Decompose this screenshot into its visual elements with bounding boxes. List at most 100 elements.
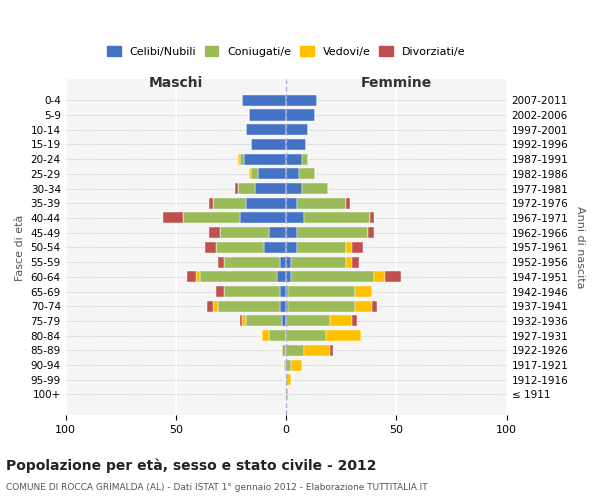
Bar <box>286 124 308 135</box>
Bar <box>355 300 372 312</box>
Bar <box>247 124 286 135</box>
Bar <box>286 345 304 356</box>
Bar <box>326 330 361 341</box>
Bar <box>257 168 286 179</box>
Bar <box>264 242 286 253</box>
Bar <box>286 300 289 312</box>
Bar <box>372 300 377 312</box>
Bar <box>182 212 240 224</box>
Bar <box>304 345 331 356</box>
Bar <box>247 198 286 209</box>
Bar <box>240 212 286 224</box>
Bar <box>302 183 328 194</box>
Bar <box>286 316 331 326</box>
Bar <box>286 389 289 400</box>
Bar <box>289 300 355 312</box>
Text: Femmine: Femmine <box>361 76 432 90</box>
Bar <box>238 183 256 194</box>
Bar <box>284 360 286 370</box>
Bar <box>286 242 297 253</box>
Bar <box>251 139 286 150</box>
Bar <box>220 227 269 238</box>
Bar <box>207 300 214 312</box>
Bar <box>289 286 355 297</box>
Text: Maschi: Maschi <box>149 76 203 90</box>
Bar <box>368 227 374 238</box>
Bar <box>346 256 352 268</box>
Bar <box>286 139 306 150</box>
Bar <box>244 154 286 164</box>
Bar <box>385 272 401 282</box>
Bar <box>196 272 200 282</box>
Bar <box>256 183 286 194</box>
Y-axis label: Fasce di età: Fasce di età <box>15 214 25 280</box>
Bar <box>251 168 257 179</box>
Bar <box>297 227 368 238</box>
Bar <box>304 212 370 224</box>
Bar <box>262 330 269 341</box>
Bar <box>214 198 247 209</box>
Bar <box>286 168 299 179</box>
Bar <box>286 212 304 224</box>
Bar <box>286 272 290 282</box>
Bar <box>346 242 352 253</box>
Bar <box>286 330 326 341</box>
Bar <box>224 286 280 297</box>
Bar <box>240 316 242 326</box>
Bar <box>214 300 218 312</box>
Bar <box>224 256 280 268</box>
Bar <box>331 316 352 326</box>
Bar <box>247 316 282 326</box>
Bar <box>286 286 289 297</box>
Bar <box>346 198 350 209</box>
Bar <box>215 286 224 297</box>
Bar <box>280 286 286 297</box>
Bar <box>205 242 215 253</box>
Bar <box>215 242 264 253</box>
Bar <box>269 227 286 238</box>
Bar <box>282 345 286 356</box>
Bar <box>290 360 302 370</box>
Bar <box>286 183 302 194</box>
Bar <box>249 168 251 179</box>
Bar <box>290 256 346 268</box>
Bar <box>235 183 238 194</box>
Legend: Celibi/Nubili, Coniugati/e, Vedovi/e, Divorziati/e: Celibi/Nubili, Coniugati/e, Vedovi/e, Di… <box>103 42 469 61</box>
Bar <box>280 256 286 268</box>
Bar <box>218 256 224 268</box>
Bar <box>352 256 359 268</box>
Y-axis label: Anni di nascita: Anni di nascita <box>575 206 585 288</box>
Bar <box>280 300 286 312</box>
Bar <box>352 242 364 253</box>
Bar <box>249 110 286 120</box>
Bar <box>331 345 332 356</box>
Bar <box>163 212 182 224</box>
Bar <box>277 272 286 282</box>
Bar <box>290 272 374 282</box>
Bar <box>370 212 374 224</box>
Bar <box>286 198 297 209</box>
Bar <box>286 95 317 106</box>
Bar <box>374 272 385 282</box>
Bar <box>355 286 372 297</box>
Bar <box>209 198 214 209</box>
Text: COMUNE DI ROCCA GRIMALDA (AL) - Dati ISTAT 1° gennaio 2012 - Elaborazione TUTTIT: COMUNE DI ROCCA GRIMALDA (AL) - Dati IST… <box>6 483 428 492</box>
Bar <box>269 330 286 341</box>
Bar <box>240 154 244 164</box>
Bar <box>286 110 315 120</box>
Bar <box>238 154 240 164</box>
Bar <box>218 300 280 312</box>
Bar <box>200 272 277 282</box>
Bar <box>352 316 357 326</box>
Bar <box>286 360 290 370</box>
Bar <box>209 227 220 238</box>
Bar <box>286 227 297 238</box>
Bar <box>187 272 196 282</box>
Bar <box>242 95 286 106</box>
Bar <box>302 154 308 164</box>
Bar <box>299 168 315 179</box>
Bar <box>297 242 346 253</box>
Bar <box>286 374 290 386</box>
Bar <box>282 316 286 326</box>
Bar <box>286 256 290 268</box>
